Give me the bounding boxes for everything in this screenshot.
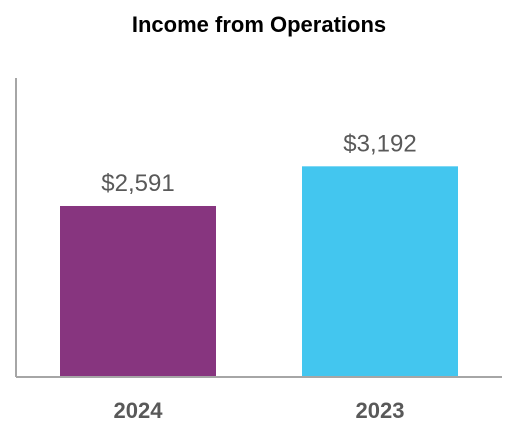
labels-group: $2,591 2024 $3,192 2023 <box>101 130 416 423</box>
bar-2023 <box>302 166 458 377</box>
bars-group <box>60 166 458 377</box>
chart-title: Income from Operations <box>131 12 387 37</box>
category-label-2024: 2024 <box>114 398 164 423</box>
value-label-2024: $2,591 <box>101 170 174 197</box>
bar-2024 <box>60 205 216 377</box>
category-label-2023: 2023 <box>356 398 405 423</box>
value-label-2023: $3,192 <box>343 130 416 157</box>
